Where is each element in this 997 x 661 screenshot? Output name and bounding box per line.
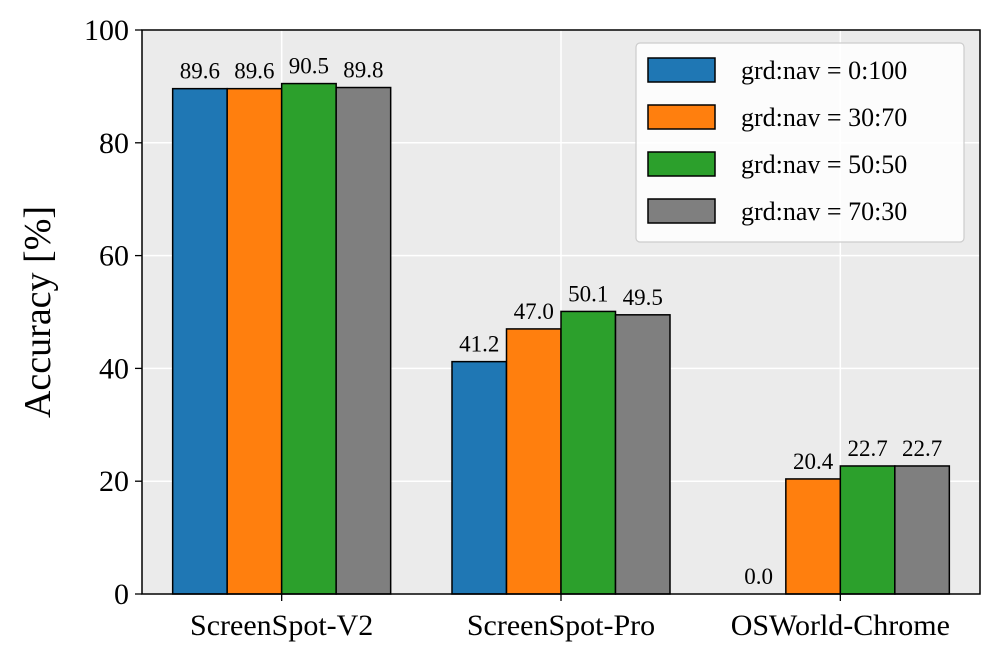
bar-value-label: 47.0 [514, 299, 554, 324]
data-labels: 89.6 89.6 90.5 89.8 41.2 47.0 50.1 49.5 0.0 20.4 2… [180, 54, 942, 589]
y-tick-label: 60 [99, 240, 129, 273]
y-axis-title: Accuracy [%] [17, 206, 59, 418]
legend-label: grd:nav = 0:100 [741, 56, 907, 85]
y-tick-label: 80 [99, 127, 129, 160]
legend-swatch [647, 57, 716, 83]
bar [280, 82, 337, 595]
bar-value-label: 49.5 [623, 285, 663, 310]
bar [614, 314, 671, 595]
bar [505, 328, 562, 595]
bar-value-label: 89.6 [234, 59, 274, 84]
bar [451, 360, 508, 595]
y-axis-ticks: 0 20 40 60 80 100 [84, 14, 142, 611]
bar [839, 465, 896, 595]
legend-label: grd:nav = 30:70 [741, 103, 907, 132]
bar [335, 86, 392, 595]
legend-box [635, 42, 965, 243]
bar-value-label: 22.7 [902, 436, 942, 461]
legend-swatch [647, 151, 716, 177]
x-axis-ticks: ScreenSpot-V2 ScreenSpot-Pro OSWorld-Chrom… [190, 594, 950, 642]
x-tick-label: OSWorld-Chrome [731, 609, 950, 642]
y-tick-label: 0 [114, 578, 129, 611]
bar-value-label: 0.0 [744, 564, 773, 589]
bar-value-label: 89.8 [343, 58, 383, 83]
legend: grd:nav = 0:100 grd:nav = 30:70 grd:nav = … [635, 42, 965, 243]
bar-value-label: 22.7 [847, 436, 887, 461]
legend-label: grd:nav = 50:50 [741, 150, 907, 179]
legend-swatch [647, 198, 716, 224]
bar [894, 465, 951, 595]
bar [171, 87, 228, 595]
legend-label: grd:nav = 70:30 [741, 197, 907, 226]
y-tick-label: 40 [99, 352, 129, 385]
x-tick-label: ScreenSpot-V2 [190, 609, 373, 642]
bar-value-label: 90.5 [289, 54, 329, 79]
bar-value-label: 20.4 [793, 449, 834, 474]
bar-value-label: 41.2 [459, 332, 499, 357]
y-tick-label: 100 [84, 14, 129, 47]
bars [171, 82, 951, 595]
bar-value-label: 50.1 [568, 281, 608, 306]
bar [785, 478, 842, 595]
y-tick-label: 20 [99, 465, 129, 498]
legend-swatch [647, 104, 716, 130]
bar-value-label: 89.6 [180, 59, 220, 84]
bar [560, 310, 617, 595]
bar [226, 87, 283, 595]
x-tick-label: ScreenSpot-Pro [467, 609, 655, 642]
